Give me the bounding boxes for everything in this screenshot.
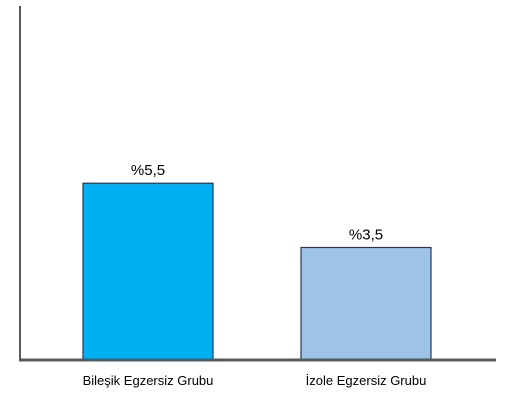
value-labels-layer: %5,5 %3,5 xyxy=(131,162,383,243)
bars-layer xyxy=(82,182,432,361)
bar-1 xyxy=(82,182,214,361)
bar-2 xyxy=(300,246,432,361)
bar-value-label-1: %5,5 xyxy=(131,162,165,179)
category-labels-layer: Bileşik Egzersiz Grubu İzole Egzersiz Gru… xyxy=(83,373,427,388)
category-tick-label-2: İzole Egzersiz Grubu xyxy=(306,373,427,388)
bar-value-label-2: %3,5 xyxy=(349,227,383,244)
category-tick-label-1: Bileşik Egzersiz Grubu xyxy=(83,373,214,388)
